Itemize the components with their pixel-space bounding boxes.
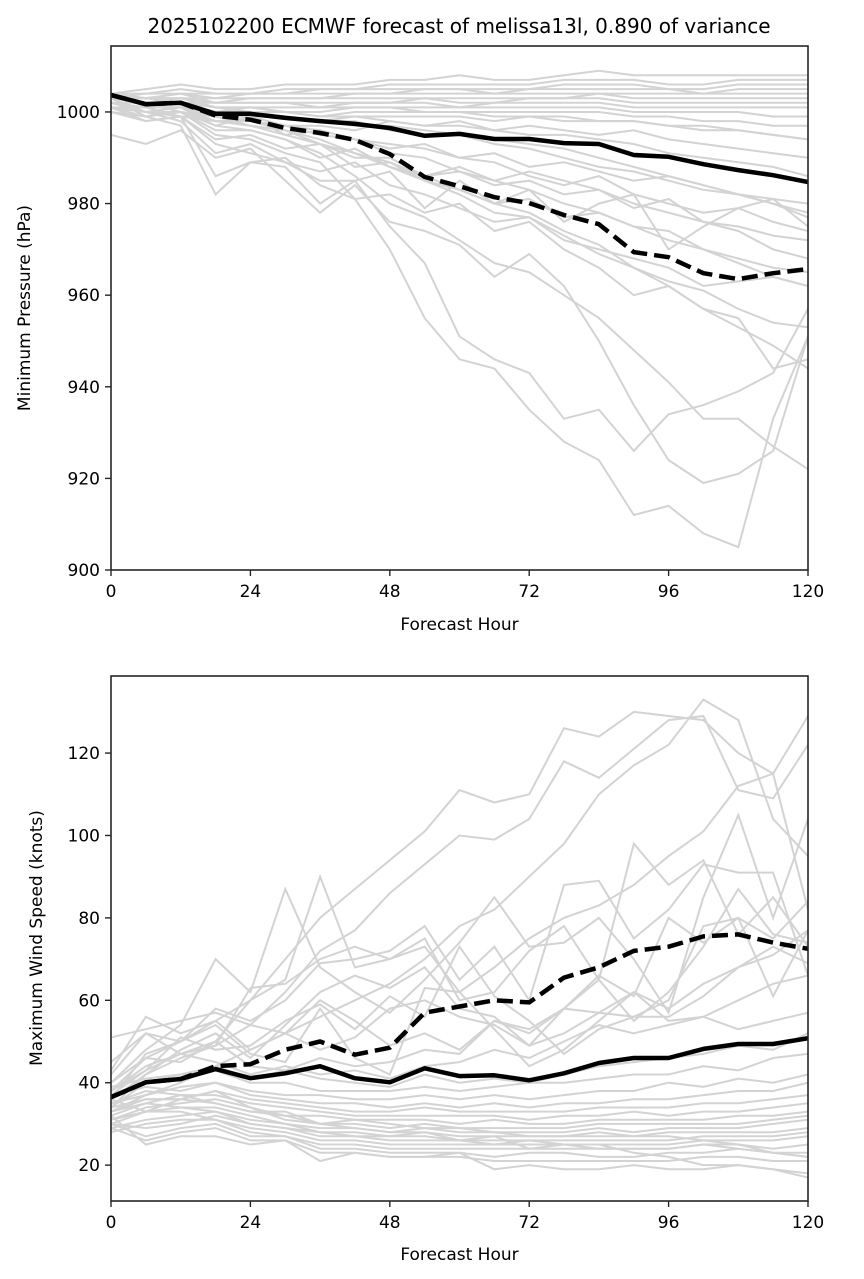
wind-member-line-4 [111, 772, 808, 1092]
wind-member-line-3 [111, 698, 808, 1113]
pressure-y-tick-label: 920 [68, 469, 100, 489]
pressure-x-tick-label: 120 [792, 582, 824, 602]
wind-member-line-29 [111, 1127, 808, 1162]
pressure-x-ticks: 0 24 48 72 96 120 [106, 570, 824, 602]
pressure-member-line-9 [111, 106, 808, 118]
wind-y-tick-label: 20 [78, 1156, 100, 1176]
pressure-member-line-4 [111, 88, 808, 100]
pressure-member-line-21 [111, 92, 808, 549]
wind-member-line-18 [111, 1081, 808, 1109]
pressure-x-tick-label: 0 [106, 582, 117, 602]
wind-y-ticks: 20 40 60 80 100 120 [68, 744, 111, 1176]
pressure-member-line-22 [111, 97, 808, 471]
wind-ensemble-mean-line [111, 1035, 808, 1100]
pressure-plot-frame [110, 45, 809, 571]
wind-x-axis-label: Forecast Hour [400, 1245, 518, 1265]
wind-y-axis-label: Maximum Wind Speed (knots) [27, 810, 47, 1066]
wind-member-line-6 [111, 863, 808, 1092]
wind-x-ticks: 0 24 48 72 96 120 [106, 1201, 824, 1233]
wind-chart: 0 24 48 72 96 120 20 40 60 80 100 120 Forecast Hou… [27, 675, 824, 1265]
wind-member-line-19 [111, 1089, 808, 1113]
pressure-member-line-23 [111, 101, 808, 329]
wind-highlight-member-line [111, 932, 808, 1100]
wind-x-tick-label: 48 [379, 1213, 401, 1233]
wind-member-line-1 [111, 710, 808, 1100]
pressure-x-tick-label: 96 [658, 582, 680, 602]
wind-x-tick-label: 72 [518, 1213, 540, 1233]
wind-member-line-2 [111, 714, 808, 1101]
pressure-ensemble-mean-line [111, 92, 808, 185]
wind-member-line-17 [111, 1073, 808, 1105]
pressure-ensemble-members [111, 69, 808, 549]
wind-member-line-32 [111, 1094, 808, 1158]
pressure-y-tick-label: 960 [68, 286, 100, 306]
wind-member-line-16 [111, 1052, 808, 1093]
wind-member-line-24 [111, 1102, 808, 1138]
wind-member-line-13 [111, 974, 808, 1084]
pressure-member-line-17 [111, 106, 808, 251]
pressure-member-line-20 [111, 101, 808, 453]
pressure-y-axis-label: Minimum Pressure (hPa) [15, 205, 35, 411]
pressure-member-line-30 [111, 92, 808, 141]
wind-x-tick-label: 0 [106, 1213, 117, 1233]
pressure-member-line-1 [111, 69, 808, 95]
pressure-member-line-5 [111, 92, 808, 100]
pressure-series [111, 92, 808, 282]
pressure-highlight-member-line [111, 92, 808, 282]
wind-member-line-30 [111, 1114, 808, 1175]
pressure-member-line-6 [111, 92, 808, 104]
pressure-member-line-31 [111, 106, 808, 370]
pressure-x-tick-label: 24 [240, 582, 262, 602]
pressure-x-axis-label: Forecast Hour [400, 615, 518, 635]
wind-y-tick-label: 80 [78, 909, 100, 929]
pressure-x-tick-label: 48 [379, 582, 401, 602]
wind-member-line-8 [111, 887, 808, 1076]
pressure-chart: 0 24 48 72 96 120 900 920 940 960 980 1000 Forecas… [15, 45, 824, 635]
pressure-member-line-26 [111, 101, 808, 260]
wind-y-tick-label: 60 [78, 991, 100, 1011]
wind-y-tick-label: 120 [68, 744, 100, 764]
wind-y-tick-label: 100 [68, 826, 100, 846]
pressure-y-tick-label: 980 [68, 195, 100, 215]
pressure-member-line-29 [111, 101, 808, 219]
pressure-member-line-16 [111, 101, 808, 288]
wind-member-line-10 [111, 916, 808, 1051]
wind-member-line-11 [111, 929, 808, 1071]
wind-member-line-21 [111, 1098, 808, 1125]
wind-member-line-9 [111, 900, 808, 1096]
wind-member-line-33 [111, 1089, 808, 1158]
wind-member-line-26 [111, 1110, 808, 1146]
pressure-y-tick-label: 1000 [57, 103, 100, 123]
wind-y-tick-label: 40 [78, 1074, 100, 1094]
wind-member-line-20 [111, 1089, 808, 1121]
wind-x-tick-label: 24 [240, 1213, 262, 1233]
pressure-member-line-19 [111, 129, 808, 485]
wind-member-line-5 [111, 812, 808, 1084]
pressure-y-ticks: 900 920 940 960 980 1000 [57, 103, 111, 581]
wind-x-tick-label: 96 [658, 1213, 680, 1233]
wind-x-tick-label: 120 [792, 1213, 824, 1233]
pressure-member-line-28 [111, 92, 808, 178]
pressure-y-tick-label: 900 [68, 561, 100, 581]
wind-series [111, 932, 808, 1100]
pressure-x-tick-label: 72 [518, 582, 540, 602]
pressure-y-tick-label: 940 [68, 378, 100, 398]
pressure-member-line-2 [111, 78, 808, 95]
wind-member-line-12 [111, 945, 808, 1076]
figure-title: 2025102200 ECMWF forecast of melissa13l,… [147, 14, 770, 38]
wind-member-line-31 [111, 1114, 808, 1179]
pressure-member-line-3 [111, 83, 808, 100]
pressure-member-line-14 [111, 106, 808, 242]
wind-member-line-23 [111, 1106, 808, 1134]
wind-plot-frame [110, 675, 809, 1202]
